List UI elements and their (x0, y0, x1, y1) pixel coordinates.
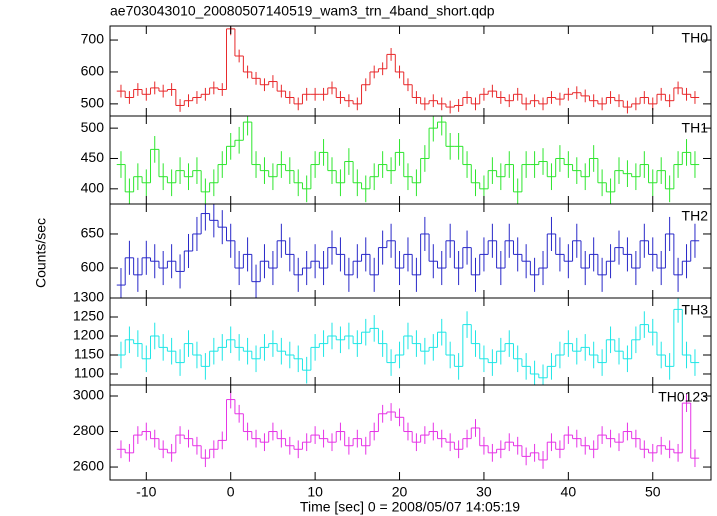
y-axis-label: Counts/sec (33, 218, 49, 288)
x-tick-label: 40 (561, 484, 577, 500)
panel-frame (109, 25, 712, 117)
y-tick-label: 400 (81, 180, 105, 196)
panel-label: TH1 (682, 120, 709, 136)
x-tick-label: 10 (307, 484, 323, 500)
y-tick-label: 600 (81, 63, 105, 79)
panel-label: TH0123 (658, 389, 708, 405)
x-tick-label: -10 (136, 484, 156, 500)
y-tick-label: 1300 (73, 289, 104, 305)
y-tick-label: 450 (81, 149, 105, 165)
y-tick-label: 3000 (73, 387, 104, 403)
panel-label: TH2 (682, 208, 709, 224)
x-tick-label: 20 (392, 484, 408, 500)
y-tick-label: 2800 (73, 422, 104, 438)
panel-label: TH3 (682, 302, 709, 318)
y-tick-label: 500 (81, 95, 105, 111)
y-tick-label: 2600 (73, 458, 104, 474)
y-tick-label: 500 (81, 119, 105, 135)
y-tick-label: 1100 (74, 365, 104, 381)
y-tick-label: 600 (81, 259, 105, 275)
y-tick-label: 650 (81, 225, 105, 241)
y-tick-label: 1250 (73, 308, 104, 324)
y-tick-label: 1150 (74, 346, 104, 362)
panel-frame (109, 297, 712, 386)
x-tick-label: 0 (227, 484, 235, 500)
x-tick-label: 50 (645, 484, 661, 500)
x-axis-label: Time [sec] 0 = 2008/05/07 14:05:19 (300, 499, 520, 515)
y-tick-label: 700 (81, 31, 105, 47)
chart-title: ae703043010_20080507140519_wam3_trn_4ban… (110, 3, 495, 19)
panel-frame (109, 384, 712, 481)
y-tick-label: 1200 (73, 327, 104, 343)
panel-frame (109, 115, 712, 205)
x-tick-label: 30 (476, 484, 492, 500)
panel-label: TH0 (682, 30, 709, 46)
panel-frame (109, 203, 712, 299)
